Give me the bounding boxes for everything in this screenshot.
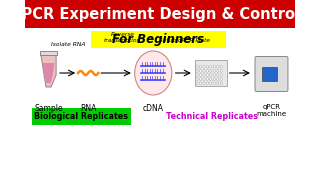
- Circle shape: [203, 78, 205, 80]
- Circle shape: [213, 82, 215, 84]
- Polygon shape: [25, 0, 295, 28]
- Text: Sample: Sample: [34, 104, 63, 113]
- Text: cDNA: cDNA: [143, 104, 164, 113]
- Circle shape: [196, 74, 198, 76]
- Circle shape: [135, 51, 172, 95]
- Polygon shape: [91, 31, 226, 48]
- Circle shape: [210, 78, 212, 80]
- Text: RNA: RNA: [80, 104, 96, 113]
- Circle shape: [203, 82, 205, 84]
- Circle shape: [206, 82, 208, 84]
- Circle shape: [199, 74, 202, 76]
- Circle shape: [210, 74, 212, 76]
- FancyBboxPatch shape: [32, 108, 131, 125]
- Circle shape: [213, 78, 215, 80]
- Circle shape: [213, 70, 215, 72]
- Circle shape: [199, 70, 202, 72]
- Circle shape: [196, 66, 198, 68]
- Polygon shape: [40, 51, 57, 55]
- Circle shape: [220, 82, 222, 84]
- Text: Isolate RNA: Isolate RNA: [51, 42, 86, 47]
- Polygon shape: [43, 63, 54, 83]
- Text: qPCR
machine: qPCR machine: [256, 104, 286, 117]
- Circle shape: [206, 70, 208, 72]
- Circle shape: [199, 78, 202, 80]
- Circle shape: [213, 74, 215, 76]
- Circle shape: [217, 70, 219, 72]
- Circle shape: [199, 82, 202, 84]
- Circle shape: [213, 66, 215, 68]
- Circle shape: [196, 70, 198, 72]
- Circle shape: [206, 78, 208, 80]
- Circle shape: [217, 66, 219, 68]
- Circle shape: [220, 74, 222, 76]
- Circle shape: [206, 74, 208, 76]
- Circle shape: [217, 78, 219, 80]
- Text: qPCR Experiment Design & Controls: qPCR Experiment Design & Controls: [11, 6, 309, 21]
- Circle shape: [217, 74, 219, 76]
- Circle shape: [210, 66, 212, 68]
- Circle shape: [203, 66, 205, 68]
- FancyBboxPatch shape: [255, 57, 288, 91]
- Text: For Beginners: For Beginners: [112, 33, 204, 46]
- Circle shape: [196, 82, 198, 84]
- Circle shape: [210, 82, 212, 84]
- Circle shape: [220, 70, 222, 72]
- FancyBboxPatch shape: [195, 60, 227, 86]
- Circle shape: [196, 78, 198, 80]
- Circle shape: [220, 78, 222, 80]
- Text: Reverse
transcription: Reverse transcription: [104, 32, 141, 43]
- Circle shape: [210, 70, 212, 72]
- Text: Setup qPCR Plate: Setup qPCR Plate: [159, 38, 210, 43]
- Circle shape: [220, 66, 222, 68]
- Circle shape: [203, 70, 205, 72]
- Text: Biological Replicates: Biological Replicates: [35, 112, 128, 121]
- Circle shape: [206, 66, 208, 68]
- Circle shape: [203, 74, 205, 76]
- Circle shape: [217, 82, 219, 84]
- Polygon shape: [41, 55, 56, 87]
- Circle shape: [199, 66, 202, 68]
- FancyBboxPatch shape: [262, 67, 276, 81]
- Text: Technical Replicates: Technical Replicates: [166, 112, 258, 121]
